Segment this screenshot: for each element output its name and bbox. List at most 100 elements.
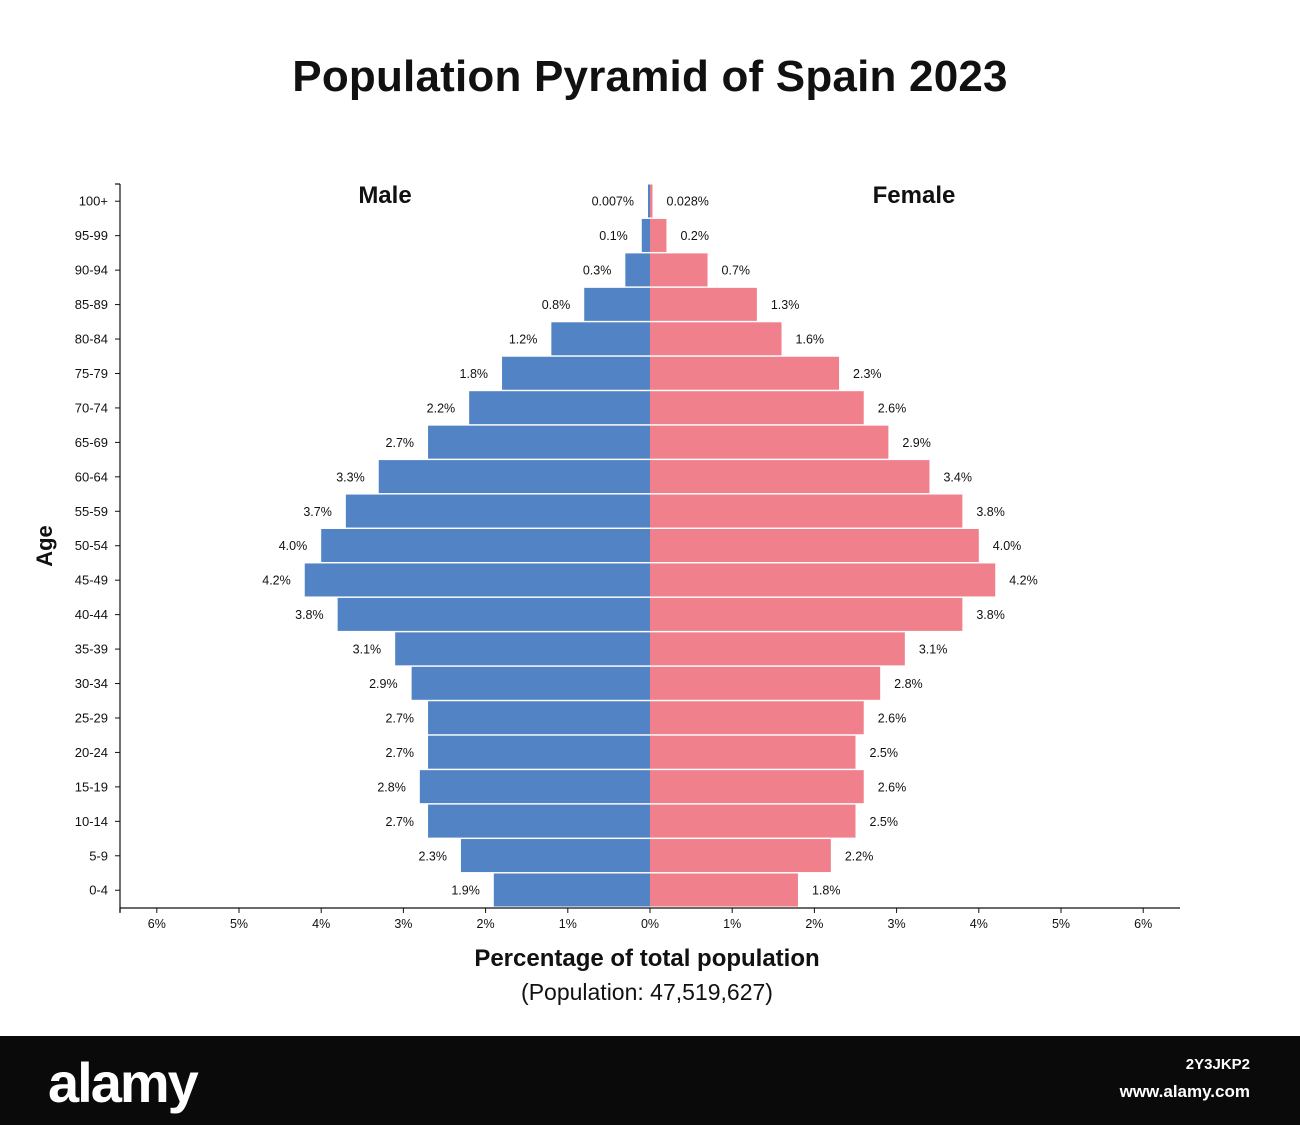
female-value-label-95-99: 0.2% (680, 229, 709, 243)
female-value-label-80-84: 1.6% (796, 333, 825, 347)
male-value-label-90-94: 0.3% (583, 264, 612, 278)
y-tick-label-65-69: 65-69 (75, 435, 108, 450)
male-value-label-75-79: 1.8% (460, 367, 489, 381)
y-tick-label-25-29: 25-29 (75, 710, 108, 725)
image-id: 2Y3JKP2 (1185, 1056, 1250, 1073)
y-tick-label-10-14: 10-14 (75, 814, 108, 829)
male-value-label-95-99: 0.1% (599, 229, 628, 243)
female-bar-40-44 (650, 597, 963, 631)
female-bar-90-94 (650, 253, 708, 287)
male-bar-90-94 (625, 253, 650, 287)
female-value-label-100+: 0.028% (667, 195, 709, 209)
female-bar-35-39 (650, 632, 905, 666)
female-bar-20-24 (650, 735, 856, 769)
y-tick-label-5-9: 5-9 (89, 848, 108, 863)
y-tick-label-60-64: 60-64 (75, 469, 108, 484)
male-bar-50-54 (321, 529, 650, 562)
y-tick-label-90-94: 90-94 (75, 263, 108, 278)
y-tick-label-15-19: 15-19 (75, 779, 108, 794)
male-value-label-30-34: 2.9% (369, 677, 398, 691)
male-value-label-50-54: 4.0% (279, 539, 308, 553)
y-tick-label-45-49: 45-49 (75, 573, 108, 588)
female-value-label-90-94: 0.7% (722, 264, 751, 278)
male-bar-45-49 (304, 563, 650, 597)
male-bar-85-89 (584, 287, 650, 321)
y-tick-label-30-34: 30-34 (75, 676, 108, 691)
male-bar-60-64 (378, 460, 650, 494)
population-pyramid-chart: 0.007% 0.028% 0.1% 0.2% 0.3% 0.7% 0.8% 1.3% 1.2%… (32, 182, 1180, 1005)
female-bar-100+ (650, 184, 653, 218)
male-value-label-60-64: 3.3% (336, 470, 365, 484)
male-value-label-70-74: 2.2% (427, 401, 456, 415)
male-bar-10-14 (428, 804, 650, 838)
female-bar-15-19 (650, 770, 864, 804)
male-bar-15-19 (419, 770, 650, 804)
male-bar-35-39 (395, 632, 650, 666)
female-bar-95-99 (650, 218, 667, 252)
female-series-header: Female (873, 182, 956, 209)
male-value-label-5-9: 2.3% (418, 849, 447, 863)
male-value-label-65-69: 2.7% (386, 436, 415, 450)
female-bar-80-84 (650, 322, 782, 356)
male-value-label-40-44: 3.8% (295, 608, 324, 622)
female-bar-60-64 (650, 460, 930, 494)
x-tick-label-5: 5% (1052, 917, 1070, 931)
male-value-label-15-19: 2.8% (377, 780, 406, 794)
value-labels-layer: 0.007% 0.028% 0.1% 0.2% 0.3% 0.7% 0.8% 1.3% 1.2%… (262, 195, 1037, 898)
male-bar-65-69 (428, 425, 650, 459)
y-tick-label-35-39: 35-39 (75, 642, 108, 657)
female-bar-85-89 (650, 287, 757, 321)
y-tick-label-55-59: 55-59 (75, 504, 108, 519)
female-value-label-0-4: 1.8% (812, 884, 841, 898)
male-bar-55-59 (345, 494, 650, 528)
male-bar-95-99 (641, 218, 650, 252)
female-value-label-25-29: 2.6% (878, 711, 907, 725)
male-bar-20-24 (428, 735, 650, 769)
male-bar-0-4 (493, 873, 650, 907)
male-bar-100+ (648, 184, 650, 218)
y-tick-label-85-89: 85-89 (75, 297, 108, 312)
male-bar-80-84 (551, 322, 650, 356)
female-bar-10-14 (650, 804, 856, 838)
y-tick-label-75-79: 75-79 (75, 366, 108, 381)
male-bar-75-79 (502, 356, 650, 390)
male-value-label-80-84: 1.2% (509, 333, 538, 347)
watermark-footer: alamy 2Y3JKP2 www.alamy.com (0, 1036, 1300, 1125)
female-value-label-15-19: 2.6% (878, 780, 907, 794)
male-value-label-25-29: 2.7% (386, 711, 415, 725)
female-value-label-30-34: 2.8% (894, 677, 923, 691)
x-tick-label-2: 2% (805, 917, 823, 931)
female-value-label-60-64: 3.4% (943, 470, 972, 484)
female-value-label-40-44: 3.8% (976, 608, 1005, 622)
brand-logo: alamy (48, 1051, 199, 1114)
male-bar-70-74 (469, 391, 650, 425)
x-tick-label-1: 1% (723, 917, 741, 931)
female-value-label-55-59: 3.8% (976, 505, 1005, 519)
male-bar-30-34 (411, 666, 650, 700)
male-value-label-35-39: 3.1% (353, 643, 382, 657)
female-bar-25-29 (650, 701, 864, 735)
x-axis-title: Percentage of total population (474, 945, 819, 972)
male-value-label-55-59: 3.7% (303, 505, 332, 519)
male-bar-40-44 (337, 597, 650, 631)
female-bar-55-59 (650, 494, 963, 528)
y-tick-label-80-84: 80-84 (75, 332, 108, 347)
male-value-label-10-14: 2.7% (386, 815, 415, 829)
female-value-label-35-39: 3.1% (919, 643, 948, 657)
y-tick-label-100+: 100+ (79, 194, 108, 209)
female-bar-75-79 (650, 356, 840, 390)
site-url: www.alamy.com (1119, 1082, 1250, 1101)
y-tick-label-40-44: 40-44 (75, 607, 108, 622)
y-axis-title: Age (32, 525, 57, 567)
x-tick-label-3: 3% (888, 917, 906, 931)
male-series-header: Male (358, 182, 411, 209)
female-value-label-85-89: 1.3% (771, 298, 800, 312)
chart-title: Population Pyramid of Spain 2023 (292, 52, 1008, 101)
y-tick-label-95-99: 95-99 (75, 228, 108, 243)
x-tick-label--1: 1% (559, 917, 577, 931)
female-value-label-65-69: 2.9% (902, 436, 931, 450)
population-total-subtitle: (Population: 47,519,627) (521, 979, 773, 1005)
female-bar-30-34 (650, 666, 881, 700)
y-tick-label-50-54: 50-54 (75, 538, 108, 553)
x-tick-label--2: 2% (477, 917, 495, 931)
